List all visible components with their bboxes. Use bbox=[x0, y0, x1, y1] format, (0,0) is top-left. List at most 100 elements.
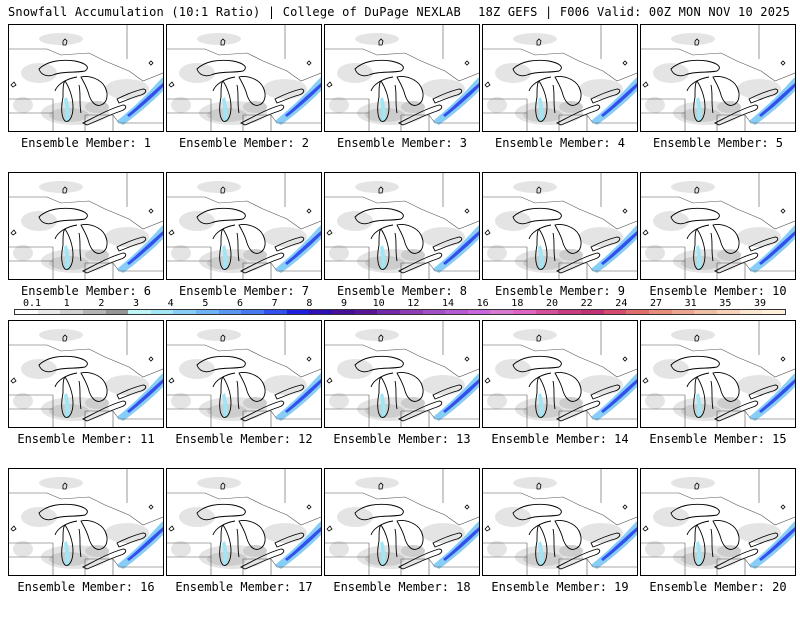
member-caption: Ensemble Member: 6 bbox=[20, 284, 152, 298]
member-caption: Ensemble Member: 3 bbox=[336, 136, 468, 150]
member-caption: Ensemble Member: 13 bbox=[333, 432, 471, 446]
ensemble-member-panel: Ensemble Member: 15 bbox=[640, 320, 796, 476]
member-caption: Ensemble Member: 5 bbox=[652, 136, 784, 150]
colorbar-tick-label: 22 bbox=[580, 298, 593, 309]
colorbar-swatch bbox=[150, 310, 174, 314]
colorbar-tick-label: 10 bbox=[372, 298, 385, 309]
colorbar-tick-label: 6 bbox=[236, 298, 244, 309]
colorbar-swatch bbox=[739, 310, 763, 314]
colorbar-swatch bbox=[264, 310, 287, 314]
member-caption: Ensemble Member: 12 bbox=[175, 432, 313, 446]
colorbar-tick-label: 1 bbox=[63, 298, 70, 309]
colorbar-tick-label: 27 bbox=[649, 298, 663, 309]
snowfall-map bbox=[8, 24, 164, 132]
ensemble-member-panel: Ensemble Member: 13 bbox=[324, 320, 480, 476]
colorbar-swatch bbox=[196, 310, 219, 314]
member-caption: Ensemble Member: 7 bbox=[178, 284, 310, 298]
colorbar-tick-label: 9 bbox=[340, 298, 348, 309]
snowfall-map bbox=[166, 172, 322, 280]
colorbar-tick-label: 2 bbox=[98, 298, 105, 309]
colorbar-tick-label: 12 bbox=[407, 298, 420, 309]
member-caption: Ensemble Member: 10 bbox=[649, 284, 787, 298]
colorbar-swatch bbox=[490, 310, 514, 314]
member-caption: Ensemble Member: 17 bbox=[175, 580, 313, 594]
colorbar-tick-label: 8 bbox=[306, 298, 313, 309]
member-caption: Ensemble Member: 19 bbox=[491, 580, 629, 594]
ensemble-member-panel: Ensemble Member: 7 bbox=[166, 172, 322, 328]
colorbar-swatch bbox=[331, 310, 355, 314]
ensemble-member-panel: Ensemble Member: 17 bbox=[166, 468, 322, 624]
colorbar-swatch bbox=[399, 310, 423, 314]
snowfall-map bbox=[482, 320, 638, 428]
member-caption: Ensemble Member: 16 bbox=[17, 580, 155, 594]
ensemble-member-panel: Ensemble Member: 5 bbox=[640, 24, 796, 180]
colorbar-swatch bbox=[241, 310, 265, 314]
colorbar-swatch bbox=[558, 310, 582, 314]
snowfall-map bbox=[8, 172, 164, 280]
member-caption: Ensemble Member: 14 bbox=[491, 432, 629, 446]
snowfall-map bbox=[166, 320, 322, 428]
snowfall-colorbar: 0.1 1 2 3 4 5 6 7 8 9 10 12 14 16 18 20 22 24 27 31 35 39 bbox=[14, 298, 786, 318]
colorbar-swatch bbox=[377, 310, 400, 314]
colorbar-tick-label: 24 bbox=[615, 298, 628, 309]
colorbar-labels: 0.1 1 2 3 4 5 6 7 8 9 10 12 14 16 18 20 22 24 27 31 35 39 bbox=[14, 298, 786, 309]
colorbar-swatch bbox=[218, 310, 242, 314]
colorbar-swatch bbox=[105, 310, 129, 314]
colorbar-tick-label: 4 bbox=[167, 298, 174, 309]
ensemble-member-panel: Ensemble Member: 12 bbox=[166, 320, 322, 476]
colorbar-swatch bbox=[128, 310, 151, 314]
figure-title: Snowfall Accumulation (10:1 Ratio) | Col… bbox=[8, 5, 461, 19]
colorbar-tick-label: 31 bbox=[684, 298, 697, 309]
colorbar-tick-label: 0.1 bbox=[22, 298, 42, 309]
colorbar-swatch bbox=[37, 310, 61, 314]
snowfall-map bbox=[640, 468, 796, 576]
ensemble-member-panel: Ensemble Member: 6 bbox=[8, 172, 164, 328]
colorbar-swatch bbox=[648, 310, 672, 314]
ensemble-member-panel: Ensemble Member: 18 bbox=[324, 468, 480, 624]
colorbar-tick-label: 35 bbox=[719, 298, 732, 309]
colorbar-swatch bbox=[581, 310, 604, 314]
colorbar-swatch bbox=[309, 310, 332, 314]
colorbar-swatch bbox=[513, 310, 536, 314]
snowfall-map bbox=[324, 320, 480, 428]
ensemble-member-panel: Ensemble Member: 2 bbox=[166, 24, 322, 180]
snowfall-map bbox=[324, 468, 480, 576]
ensemble-member-panel: Ensemble Member: 19 bbox=[482, 468, 638, 624]
colorbar-tick-label: 3 bbox=[132, 298, 140, 309]
member-caption: Ensemble Member: 20 bbox=[649, 580, 787, 594]
colorbar-swatch bbox=[82, 310, 106, 314]
member-caption: Ensemble Member: 15 bbox=[649, 432, 787, 446]
colorbar-swatch bbox=[286, 310, 310, 314]
colorbar-swatches bbox=[14, 309, 786, 315]
ensemble-member-panel: Ensemble Member: 8 bbox=[324, 172, 480, 328]
member-caption: Ensemble Member: 9 bbox=[494, 284, 626, 298]
snowfall-map bbox=[482, 468, 638, 576]
ensemble-member-panel: Ensemble Member: 14 bbox=[482, 320, 638, 476]
ensemble-member-panel: Ensemble Member: 3 bbox=[324, 24, 480, 180]
snowfall-map bbox=[482, 24, 638, 132]
colorbar-swatch bbox=[716, 310, 740, 314]
ensemble-member-panel: Ensemble Member: 20 bbox=[640, 468, 796, 624]
snowfall-map bbox=[324, 24, 480, 132]
colorbar-swatch bbox=[422, 310, 446, 314]
colorbar-swatch bbox=[762, 310, 785, 314]
ensemble-member-panel: Ensemble Member: 9 bbox=[482, 172, 638, 328]
member-caption: Ensemble Member: 18 bbox=[333, 580, 471, 594]
ensemble-member-panel: Ensemble Member: 4 bbox=[482, 24, 638, 180]
colorbar-swatch bbox=[626, 310, 649, 314]
colorbar-tick-label: 16 bbox=[476, 298, 489, 309]
colorbar-swatch bbox=[603, 310, 627, 314]
colorbar-tick-label: 14 bbox=[441, 298, 455, 309]
member-caption: Ensemble Member: 8 bbox=[336, 284, 468, 298]
member-caption: Ensemble Member: 1 bbox=[20, 136, 152, 150]
colorbar-swatch bbox=[694, 310, 717, 314]
ensemble-member-panel: Ensemble Member: 16 bbox=[8, 468, 164, 624]
colorbar-swatch bbox=[671, 310, 695, 314]
snowfall-map bbox=[166, 24, 322, 132]
colorbar-tick-label: 39 bbox=[753, 298, 767, 309]
colorbar-tick-label: 5 bbox=[202, 298, 209, 309]
colorbar-swatch bbox=[15, 310, 38, 314]
colorbar-swatch bbox=[173, 310, 197, 314]
snowfall-map bbox=[8, 320, 164, 428]
ensemble-member-panel: Ensemble Member: 1 bbox=[8, 24, 164, 180]
